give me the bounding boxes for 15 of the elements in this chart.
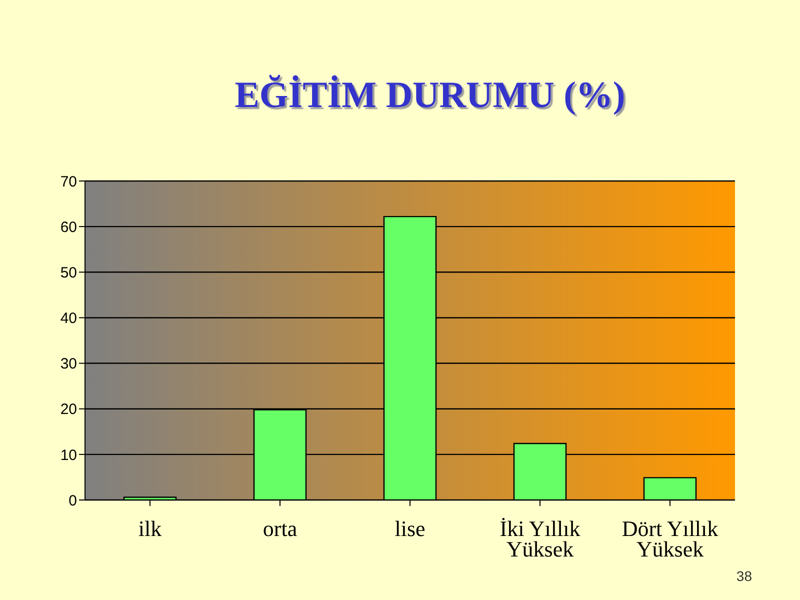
- y-tick-label: 50: [60, 264, 77, 282]
- y-tick-label: 30: [60, 356, 77, 373]
- x-tick-label: lise: [394, 516, 426, 541]
- x-tick-label: orta: [262, 516, 298, 541]
- y-tick-label: 70: [60, 173, 77, 190]
- text: 38: [736, 568, 752, 584]
- y-tick-label: 40: [60, 310, 77, 328]
- y-tick-label: 10: [60, 446, 77, 464]
- y-tick-label: 20: [60, 401, 77, 418]
- y-tick-label: 0: [68, 492, 77, 510]
- x-tick-label: ilk: [138, 516, 162, 541]
- chart-title: EĞİTİM DURUMU (%): [234, 74, 626, 117]
- y-tick-label: 60: [60, 218, 77, 236]
- x-tick-label: Dört Yıllık Yüksek: [622, 516, 718, 562]
- x-tick-label: İki Yıllık Yüksek: [500, 516, 580, 562]
